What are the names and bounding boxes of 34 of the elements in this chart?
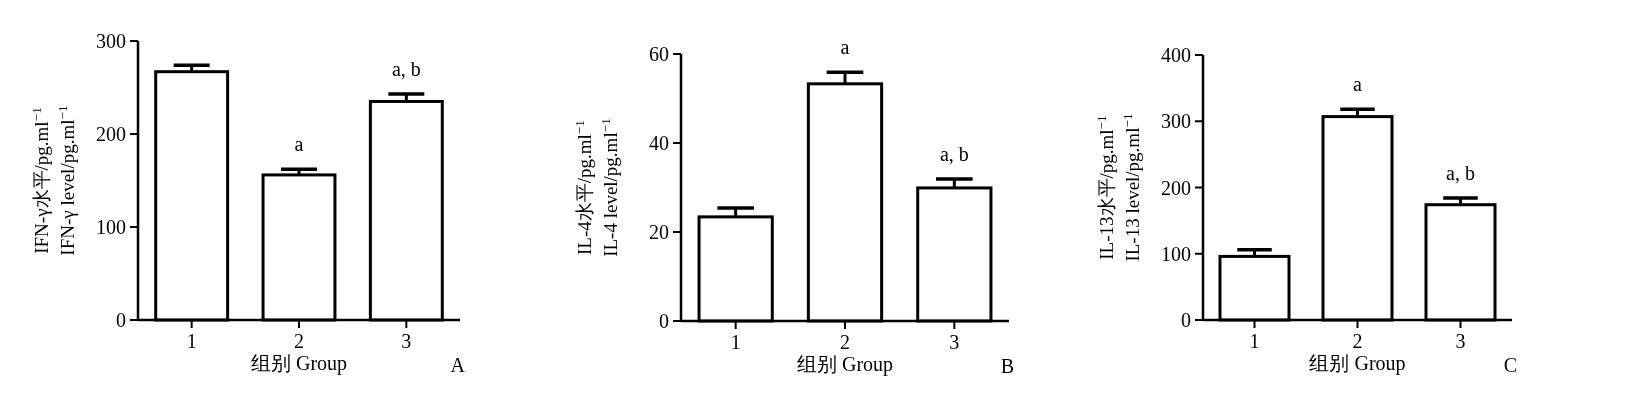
annotation: a <box>1353 73 1363 96</box>
annotation: a <box>840 36 850 59</box>
y-tick-label: 60 <box>649 43 669 65</box>
text: C <box>1503 354 1517 376</box>
x-tick-label: 2 <box>840 331 850 353</box>
text: B <box>1000 355 1014 377</box>
x-axis-title: 组别 Group <box>1309 352 1406 375</box>
x-axis-title: 组别 Group <box>250 352 348 375</box>
y-tick-label: 0 <box>116 309 126 331</box>
y-tick-label: 100 <box>96 216 126 238</box>
x-tick-label: 2 <box>294 330 304 352</box>
y-tick-label: 20 <box>649 221 669 243</box>
x-tick-label: 3 <box>1455 330 1466 352</box>
y-tick-label: 400 <box>1161 44 1191 66</box>
y-tick-label: 300 <box>1161 110 1191 133</box>
x-tick-label: 1 <box>1249 330 1260 352</box>
y-tick-label: 200 <box>96 123 126 145</box>
x-tick-label: 2 <box>1352 330 1363 352</box>
x-tick-label: 3 <box>401 330 412 352</box>
y-tick-label: 0 <box>1181 309 1191 331</box>
x-tick-label: 1 <box>730 331 741 353</box>
x-tick-label: 1 <box>186 330 197 352</box>
annotation: a, b <box>1446 162 1475 185</box>
x-axis-title: 组别 Group <box>796 353 894 376</box>
y-tick-label: 100 <box>1161 242 1191 265</box>
annotation: a <box>294 133 304 156</box>
y-tick-label: 300 <box>96 30 126 52</box>
text: A <box>450 354 466 376</box>
annotation: a, b <box>939 143 969 166</box>
y-tick-label: 0 <box>659 310 669 332</box>
y-tick-label: 200 <box>1161 176 1191 199</box>
y-tick-label: 40 <box>649 132 669 154</box>
x-tick-label: 3 <box>949 331 960 353</box>
annotation: a, b <box>391 58 421 81</box>
